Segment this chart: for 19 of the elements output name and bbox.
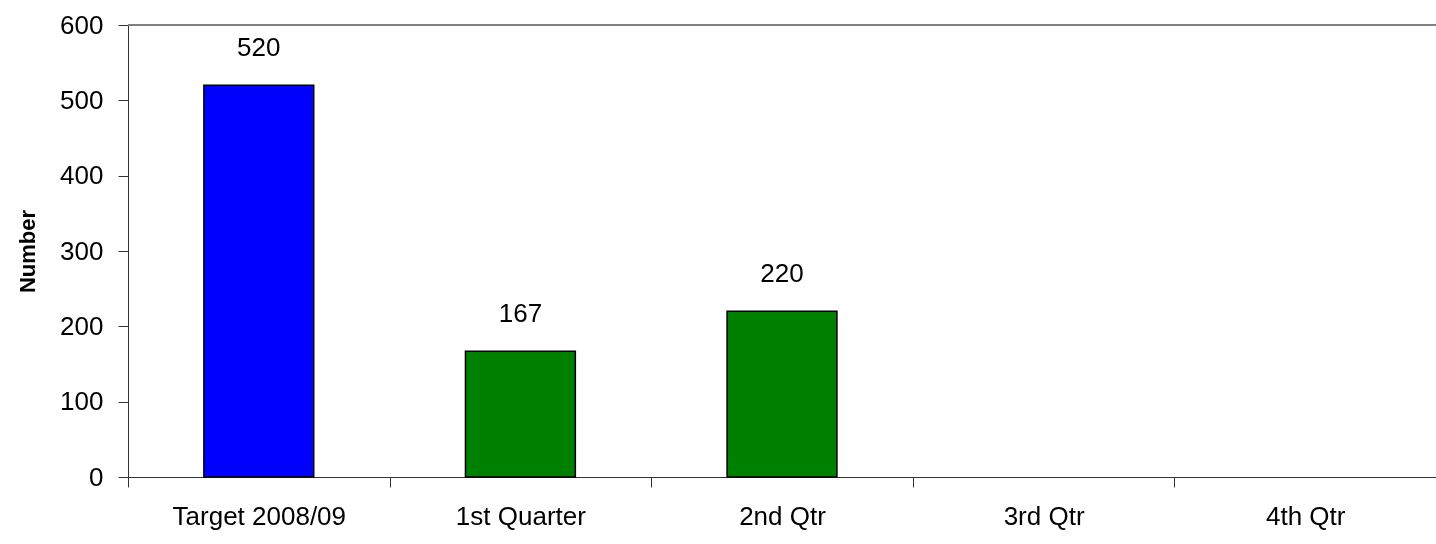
y-tick-label: 400 <box>60 160 104 191</box>
y-axis-title: Number <box>15 209 41 294</box>
x-tick-label: 2nd Qtr <box>739 500 827 531</box>
y-tick-label: 0 <box>89 461 104 492</box>
y-tick-label: 200 <box>60 310 104 341</box>
bar <box>464 350 577 478</box>
data-label: 167 <box>498 298 543 329</box>
bar <box>203 84 315 478</box>
x-tick-label: Target 2008/09 <box>172 500 347 531</box>
x-tick-label: 3rd Qtr <box>1003 500 1085 531</box>
x-tick-label: 1st Quarter <box>455 500 587 531</box>
data-label: 220 <box>760 258 804 289</box>
y-tick-label: 500 <box>60 84 104 115</box>
x-tick-label: 4th Qtr <box>1265 500 1346 531</box>
y-tick-label: 300 <box>60 235 104 266</box>
y-tick-label: 600 <box>60 9 104 40</box>
bar <box>726 310 838 478</box>
data-label: 520 <box>237 32 281 63</box>
y-tick-label: 100 <box>60 386 104 417</box>
